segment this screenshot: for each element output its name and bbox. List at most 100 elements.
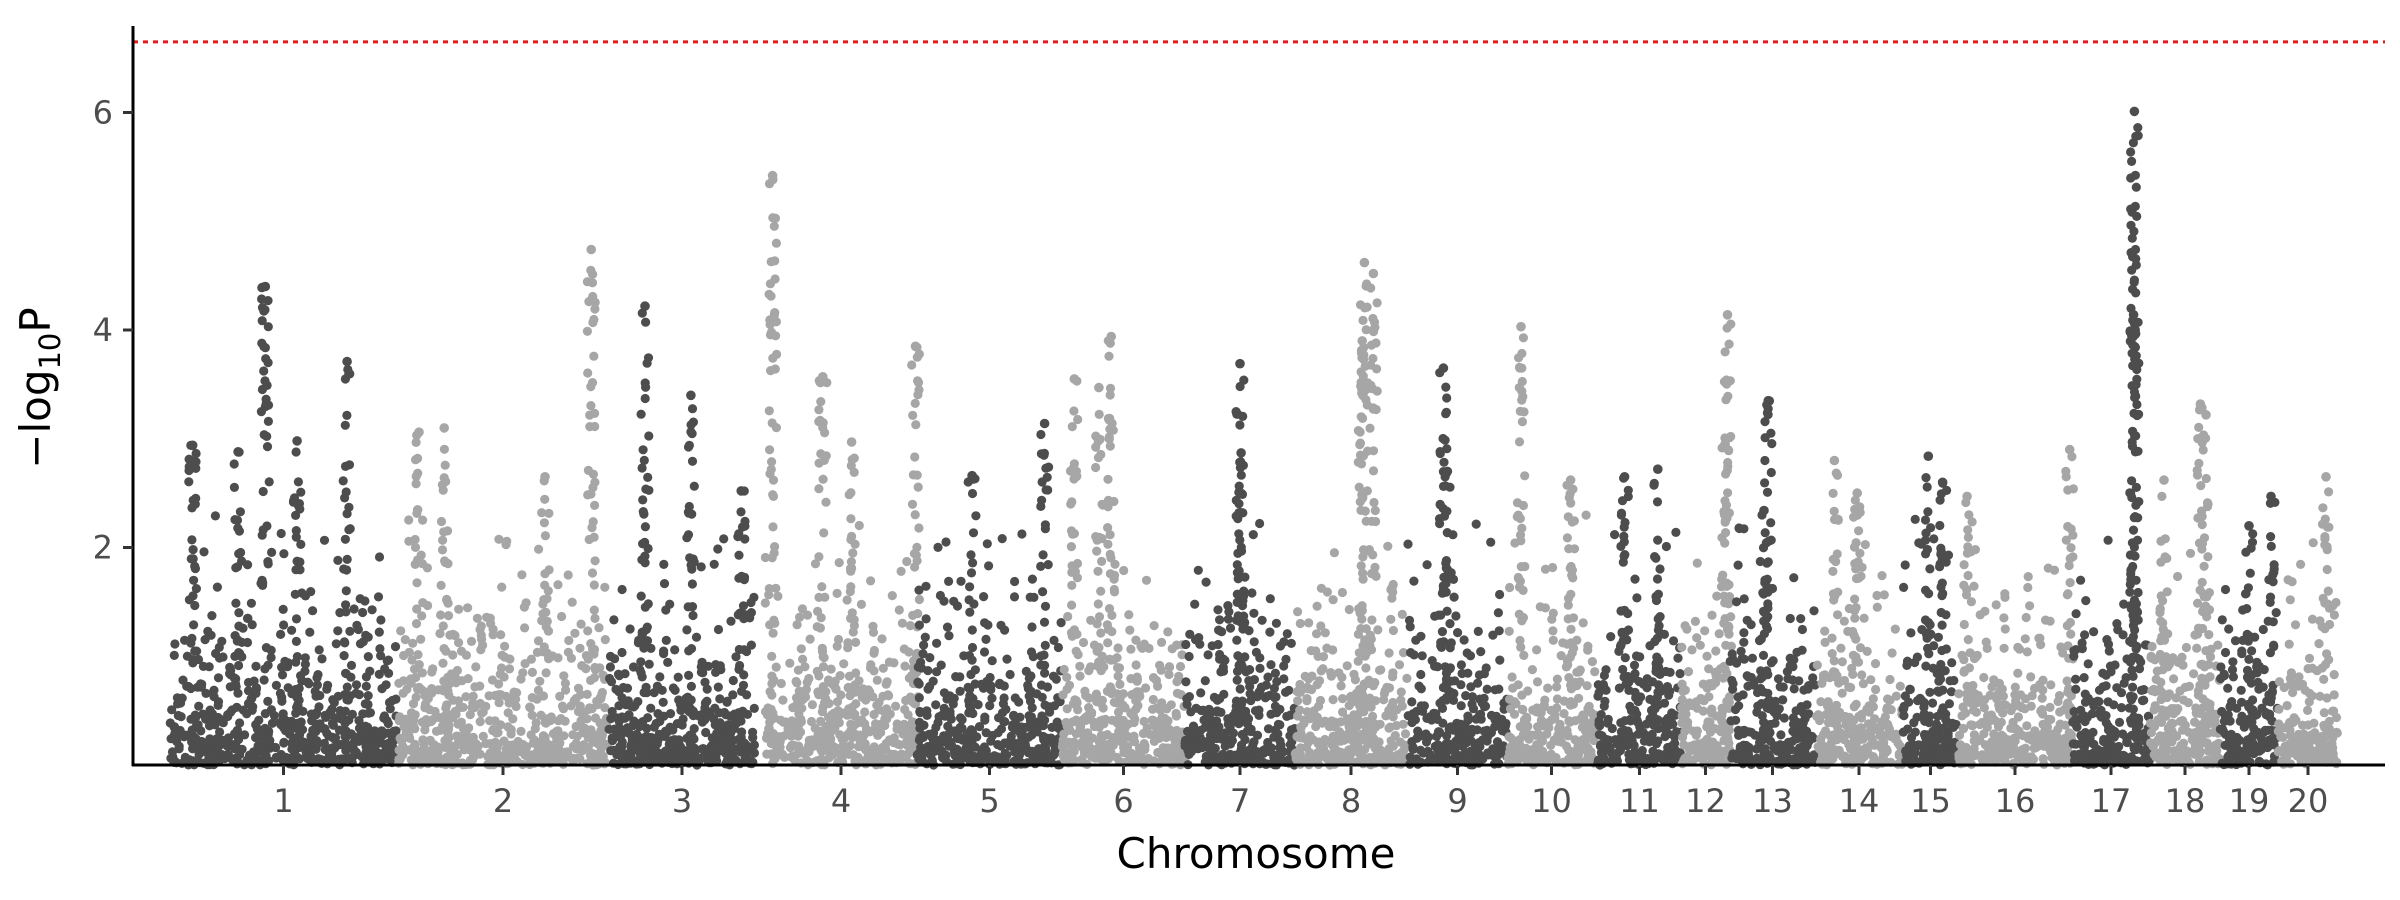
peak-point — [233, 447, 243, 457]
peak-point — [2130, 342, 2140, 353]
y-tick-label: 2 — [93, 529, 113, 567]
peak-point — [736, 486, 746, 496]
chromosome-6-points — [1057, 331, 1190, 770]
peak-point — [2128, 310, 2139, 320]
peak-point — [2064, 444, 2075, 455]
peak-point — [1829, 455, 1840, 466]
peak-point — [2244, 521, 2254, 531]
x-tick-label-chr-1: 1 — [273, 782, 293, 820]
chromosome-1-points — [165, 281, 401, 770]
peak-point — [1763, 395, 1774, 406]
peak-point — [414, 427, 424, 438]
chromosome-9-points — [1403, 363, 1513, 770]
peak-point — [1039, 418, 1050, 429]
peak-point — [2201, 410, 2211, 420]
x-tick-label-chr-9: 9 — [1447, 782, 1467, 820]
y-tick-label: 6 — [93, 94, 113, 132]
x-tick-label-chr-8: 8 — [1341, 782, 1361, 820]
peak-point — [1852, 488, 1862, 498]
chromosome-8-points — [1290, 257, 1412, 770]
peak-point — [292, 436, 302, 446]
peak-point — [686, 390, 696, 401]
peak-point — [1619, 472, 1630, 482]
peak-point — [910, 341, 921, 352]
x-tick-label-chr-20: 20 — [2288, 782, 2329, 820]
peak-point — [540, 472, 550, 482]
peak-point — [1368, 268, 1379, 279]
y-axis-ticks: 2 4 6 — [93, 94, 133, 567]
peak-point — [1438, 363, 1449, 373]
peak-point — [967, 470, 977, 481]
chromosome-10-points — [1503, 321, 1600, 770]
x-tick-label-chr-5: 5 — [979, 782, 999, 820]
peak-point — [1236, 448, 1246, 458]
peak-point — [2321, 472, 2331, 482]
peak-point — [846, 437, 857, 447]
peak-point — [1962, 491, 1972, 502]
x-tick-label-chr-10: 10 — [1531, 782, 1572, 820]
chromosome-7-points — [1180, 358, 1300, 770]
peak-point — [439, 423, 450, 433]
peak-point — [2195, 399, 2206, 409]
x-axis-title: Chromosome — [1117, 829, 1396, 878]
peak-point — [1359, 257, 1370, 268]
x-tick-label-chr-14: 14 — [1839, 782, 1880, 820]
peak-point — [260, 281, 271, 292]
x-tick-label-chr-15: 15 — [1910, 782, 1951, 820]
chromosome-19-points — [2215, 491, 2282, 770]
x-tick-label-chr-12: 12 — [1685, 782, 1726, 820]
peak-point — [1720, 439, 1730, 450]
peak-point — [1923, 451, 1934, 462]
chromosome-3-points — [604, 301, 760, 770]
peak-point — [1094, 382, 1104, 393]
x-tick-label-chr-3: 3 — [672, 782, 692, 820]
chromosome-17-points — [2068, 106, 2155, 770]
peak-point — [1235, 358, 1245, 369]
peak-point — [1759, 505, 1769, 516]
x-tick-label-chr-13: 13 — [1752, 782, 1793, 820]
chromosome-2-points — [394, 244, 613, 770]
x-tick-label-chr-7: 7 — [1230, 782, 1250, 820]
peak-point — [1442, 466, 1453, 477]
peak-point — [2159, 475, 2169, 485]
peak-point — [1722, 310, 1733, 320]
chromosome-15-points — [1898, 451, 1962, 770]
chromosome-14-points — [1812, 455, 1907, 770]
chromosome-5-points — [912, 418, 1067, 770]
peak-point — [1357, 336, 1367, 346]
peak-point — [187, 440, 198, 451]
peak-point — [2129, 106, 2140, 117]
chromosome-11-points — [1593, 464, 1685, 770]
peak-point — [1106, 331, 1116, 342]
peak-point — [1565, 475, 1576, 485]
x-tick-label-chr-18: 18 — [2165, 782, 2206, 820]
x-tick-label-chr-19: 19 — [2229, 782, 2270, 820]
peak-point — [2266, 491, 2276, 502]
peak-point — [818, 372, 828, 382]
chromosome-18-points — [2145, 399, 2224, 770]
x-tick-label-chr-11: 11 — [1619, 782, 1660, 820]
chromosome-16-points — [1954, 444, 2078, 770]
peak-point — [342, 356, 352, 367]
data-points — [165, 106, 2342, 770]
peak-point — [1937, 477, 1948, 488]
x-axis-ticks: 1 2 3 4 5 6 7 8 9 10 11 12 13 14 15 16 17 18 19 20 — [273, 765, 2328, 820]
y-tick-label: 4 — [93, 311, 113, 349]
chromosome-4-points — [760, 170, 925, 770]
y-axis-title: −log10P — [11, 307, 67, 468]
x-tick-label-chr-6: 6 — [1113, 782, 1133, 820]
peak-point — [640, 301, 650, 311]
peak-point — [586, 244, 596, 255]
x-tick-label-chr-2: 2 — [493, 782, 513, 820]
peak-point — [1653, 464, 1663, 475]
x-tick-label-chr-16: 16 — [1995, 782, 2036, 820]
peak-point — [767, 170, 778, 181]
x-tick-label-chr-4: 4 — [831, 782, 851, 820]
chromosome-13-points — [1725, 395, 1820, 770]
peak-point — [1516, 321, 1526, 332]
peak-point — [1069, 374, 1080, 384]
x-tick-label-chr-17: 17 — [2091, 782, 2132, 820]
chromosome-20-points — [2273, 472, 2342, 769]
chromosome-12-points — [1677, 310, 1736, 770]
